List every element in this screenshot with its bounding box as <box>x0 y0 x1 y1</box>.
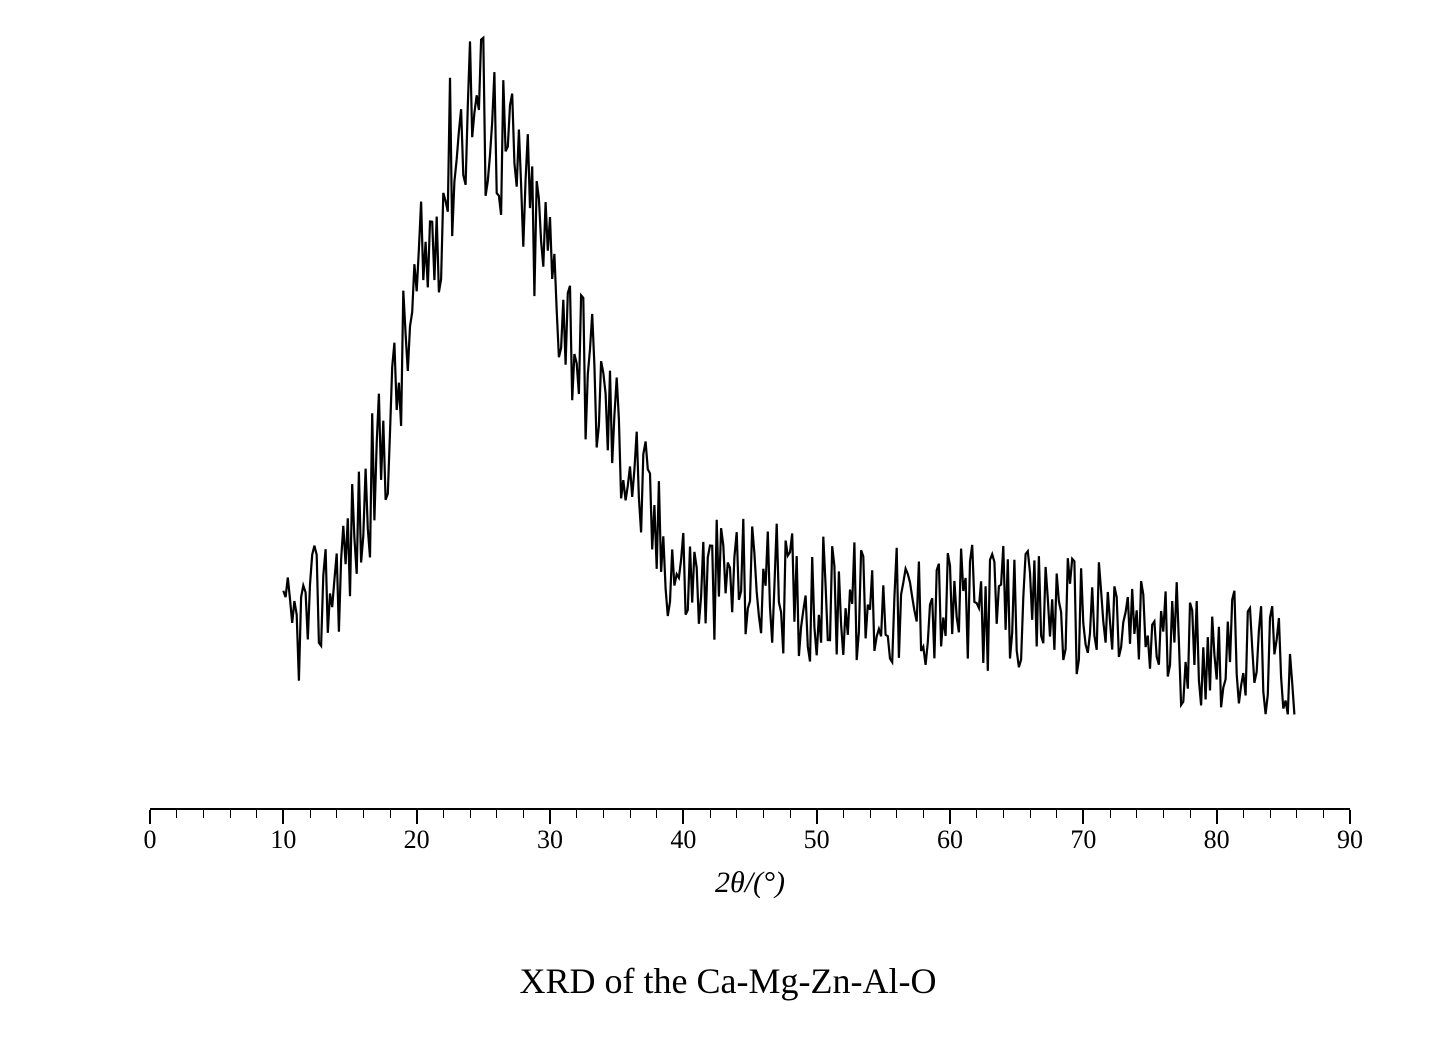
x-tick-minor <box>176 810 177 818</box>
x-tick-minor <box>336 810 337 818</box>
x-tick-label: 90 <box>1337 825 1363 855</box>
x-tick-minor <box>576 810 577 818</box>
x-tick-label: 70 <box>1070 825 1096 855</box>
x-tick-minor <box>470 810 471 818</box>
x-tick-major <box>816 810 818 824</box>
x-tick-minor <box>1323 810 1324 818</box>
x-tick-label: 30 <box>537 825 563 855</box>
x-tick-minor <box>790 810 791 818</box>
x-tick-label: 60 <box>937 825 963 855</box>
x-tick-major <box>1216 810 1218 824</box>
x-tick-major <box>949 810 951 824</box>
x-tick-major <box>1082 810 1084 824</box>
x-tick-minor <box>976 810 977 818</box>
x-tick-minor <box>710 810 711 818</box>
x-tick-minor <box>1056 810 1057 818</box>
x-tick-label: 80 <box>1204 825 1230 855</box>
x-tick-minor <box>256 810 257 818</box>
x-tick-major <box>282 810 284 824</box>
x-axis <box>150 808 1350 810</box>
x-tick-minor <box>1270 810 1271 818</box>
x-tick-minor <box>763 810 764 818</box>
x-tick-minor <box>736 810 737 818</box>
x-tick-major <box>549 810 551 824</box>
x-tick-label: 10 <box>270 825 296 855</box>
chart-caption: XRD of the Ca-Mg-Zn-Al-O <box>0 960 1456 1002</box>
x-tick-minor <box>363 810 364 818</box>
x-tick-minor <box>870 810 871 818</box>
x-tick-minor <box>630 810 631 818</box>
x-tick-minor <box>230 810 231 818</box>
x-tick-minor <box>310 810 311 818</box>
x-tick-minor <box>1163 810 1164 818</box>
x-tick-minor <box>443 810 444 818</box>
xrd-data-line <box>150 30 1350 810</box>
x-tick-minor <box>390 810 391 818</box>
x-tick-major <box>1349 810 1351 824</box>
x-tick-label: 40 <box>670 825 696 855</box>
x-tick-minor <box>896 810 897 818</box>
x-tick-major <box>416 810 418 824</box>
x-tick-minor <box>603 810 604 818</box>
x-axis-label: 2θ/(°) <box>715 866 785 900</box>
x-tick-minor <box>1243 810 1244 818</box>
x-tick-minor <box>496 810 497 818</box>
x-tick-major <box>682 810 684 824</box>
x-tick-major <box>149 810 151 824</box>
x-tick-minor <box>1003 810 1004 818</box>
x-tick-label: 50 <box>804 825 830 855</box>
x-tick-label: 0 <box>144 825 157 855</box>
x-tick-minor <box>203 810 204 818</box>
xrd-chart: 0102030405060708090 2θ/(°) <box>80 30 1400 850</box>
plot-area: 0102030405060708090 2θ/(°) <box>150 30 1350 810</box>
x-tick-minor <box>656 810 657 818</box>
x-tick-minor <box>1030 810 1031 818</box>
x-tick-minor <box>523 810 524 818</box>
x-tick-minor <box>1296 810 1297 818</box>
x-tick-minor <box>923 810 924 818</box>
x-tick-minor <box>1190 810 1191 818</box>
x-tick-minor <box>843 810 844 818</box>
x-tick-minor <box>1110 810 1111 818</box>
x-tick-label: 20 <box>404 825 430 855</box>
x-tick-minor <box>1136 810 1137 818</box>
